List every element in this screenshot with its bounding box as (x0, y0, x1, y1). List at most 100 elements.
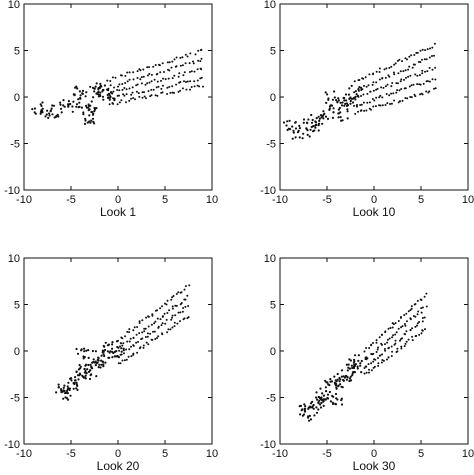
data-point (433, 87, 435, 90)
data-point (334, 384, 338, 387)
data-point (354, 90, 357, 93)
data-point (419, 93, 421, 96)
data-point (144, 83, 147, 86)
data-point (322, 399, 325, 403)
data-point (81, 89, 85, 92)
data-point (134, 98, 136, 101)
data-point (126, 340, 129, 343)
data-point (384, 104, 387, 106)
data-point (108, 94, 111, 97)
data-point (189, 88, 191, 91)
data-point (104, 361, 107, 364)
data-point (396, 89, 399, 92)
data-point (317, 115, 320, 118)
data-point (410, 305, 413, 308)
x-tick-label: 0 (371, 194, 377, 206)
data-point (156, 309, 159, 312)
y-tick-label: 5 (270, 300, 276, 312)
data-point (75, 370, 78, 374)
data-point (310, 125, 313, 129)
data-point (407, 68, 410, 71)
data-point (425, 305, 428, 308)
data-point (362, 93, 365, 96)
data-point (396, 347, 399, 350)
data-point (140, 82, 143, 85)
data-point (405, 76, 407, 79)
x-tick-label: 0 (115, 194, 121, 206)
data-point (317, 395, 320, 399)
data-point (139, 78, 142, 81)
data-point (309, 128, 312, 131)
data-point (410, 307, 413, 310)
data-point (140, 76, 143, 79)
data-point (310, 121, 314, 124)
data-point (321, 392, 324, 395)
data-point (339, 383, 342, 386)
data-point (147, 343, 150, 346)
data-point (304, 405, 307, 408)
data-point (308, 419, 311, 422)
data-point (356, 365, 359, 368)
data-point (145, 316, 148, 319)
data-point (370, 108, 372, 111)
data-point (120, 74, 123, 77)
data-point (416, 313, 419, 316)
data-point (193, 70, 196, 73)
data-point (163, 312, 166, 315)
data-point (309, 406, 312, 409)
data-point (64, 392, 67, 395)
data-point (148, 81, 151, 84)
data-point (292, 129, 295, 132)
data-point (146, 335, 149, 338)
data-point (97, 91, 100, 94)
data-point (420, 332, 423, 335)
data-point (390, 85, 393, 88)
data-point (353, 370, 356, 374)
data-point (112, 97, 114, 100)
data-point (357, 354, 360, 357)
data-point (380, 361, 383, 364)
data-point (156, 80, 159, 83)
data-point (192, 62, 195, 65)
plot-frame (23, 3, 213, 191)
data-point (108, 92, 110, 95)
data-point (372, 89, 375, 92)
data-point (107, 343, 110, 346)
data-point (386, 358, 388, 361)
data-point (423, 316, 426, 319)
data-point (128, 348, 131, 351)
data-point (314, 126, 317, 129)
data-point (136, 326, 139, 328)
data-point (90, 110, 93, 114)
data-point (410, 96, 413, 99)
data-point (185, 88, 188, 91)
panel-label: Look 20 (97, 459, 140, 473)
data-point (62, 104, 65, 107)
data-point (167, 328, 170, 331)
data-point (173, 321, 176, 324)
data-point (85, 104, 88, 107)
data-point (342, 378, 345, 382)
data-point (196, 68, 199, 71)
data-point (322, 404, 325, 407)
data-point (428, 66, 431, 69)
data-point (331, 401, 334, 404)
data-point (165, 303, 168, 306)
data-point (388, 346, 390, 349)
data-point (186, 55, 189, 58)
data-point (390, 102, 393, 105)
data-point (94, 360, 97, 363)
data-point (125, 88, 128, 91)
data-point (141, 91, 144, 94)
data-point (157, 325, 160, 328)
data-point (132, 71, 135, 74)
data-point (82, 357, 85, 360)
data-point (156, 337, 158, 339)
data-point (111, 347, 114, 350)
data-point (319, 403, 322, 406)
data-point (200, 68, 203, 71)
data-point (165, 318, 168, 321)
data-point (142, 68, 145, 71)
data-point (184, 62, 187, 65)
data-point (83, 122, 87, 125)
